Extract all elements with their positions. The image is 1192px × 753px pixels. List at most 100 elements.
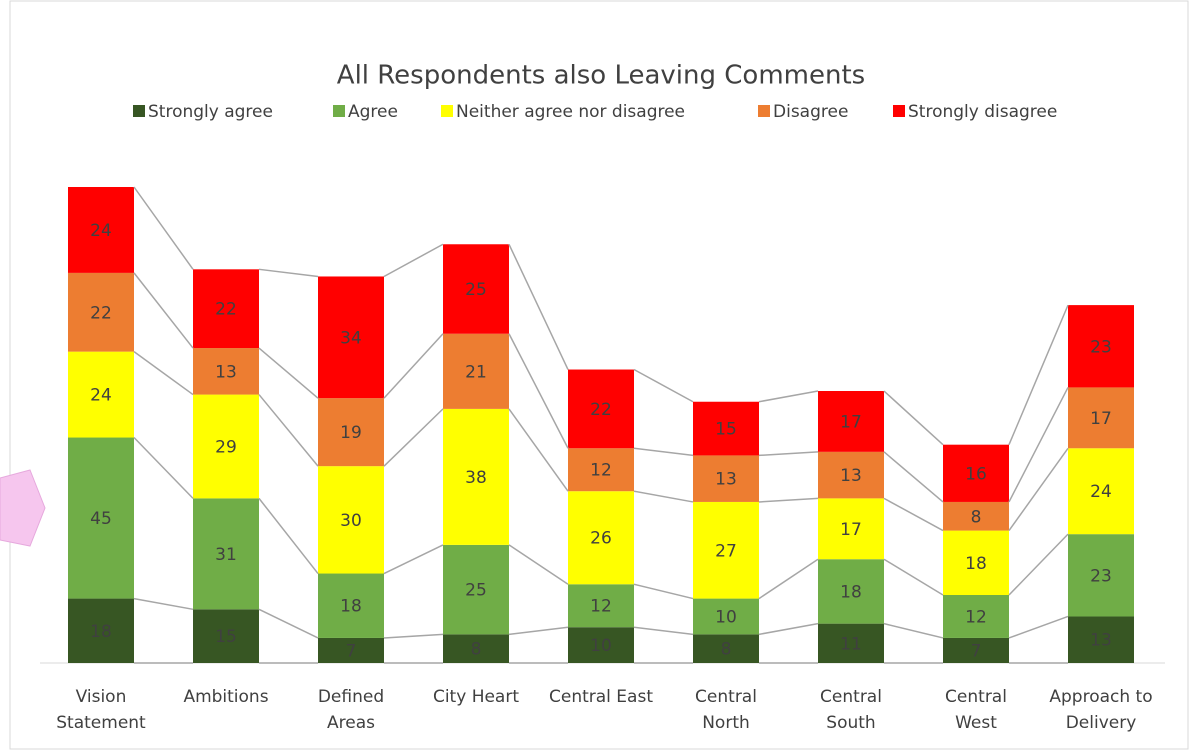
bar-segment <box>1068 616 1134 663</box>
series-line <box>633 447 694 457</box>
bar-segment <box>68 351 134 438</box>
series-line <box>883 622 944 639</box>
bar-segment <box>318 466 384 574</box>
data-label: 13 <box>715 470 737 490</box>
bar-segment <box>443 634 509 663</box>
data-label: 22 <box>90 303 112 323</box>
bar-segment <box>693 501 759 599</box>
bar-segment <box>943 501 1009 531</box>
bar-segment <box>568 627 634 663</box>
bar-segment <box>318 573 384 638</box>
data-label: 17 <box>1090 409 1112 429</box>
bar-segment <box>443 408 509 545</box>
data-label: 24 <box>1090 482 1112 502</box>
bar-segment <box>1068 387 1134 449</box>
x-tick-label: City Heart <box>432 687 520 707</box>
series-line <box>258 268 319 278</box>
series-line <box>133 272 194 349</box>
bar-segment <box>193 609 259 663</box>
legend-label: Disagree <box>773 102 848 122</box>
series-line <box>633 626 694 636</box>
data-label: 7 <box>971 641 982 661</box>
data-label: 13 <box>840 466 862 486</box>
series-line <box>758 390 819 403</box>
data-label: 30 <box>340 511 362 531</box>
series-line <box>383 408 444 467</box>
bar-segment <box>318 398 384 467</box>
data-label: 12 <box>965 607 987 627</box>
x-tick-label: Central North <box>695 687 757 733</box>
data-label: 25 <box>465 280 487 300</box>
data-label: 8 <box>971 507 982 527</box>
data-label: 17 <box>840 520 862 540</box>
series-line <box>258 608 319 639</box>
data-label: 45 <box>90 509 112 529</box>
legend-swatch <box>441 105 453 117</box>
bar-segment <box>193 498 259 610</box>
series-line <box>133 437 194 499</box>
legend-label: Neither agree nor disagree <box>456 102 685 122</box>
series-line <box>133 351 194 396</box>
series-line <box>258 347 319 399</box>
series-line <box>508 243 569 370</box>
series-line <box>883 390 944 446</box>
series-line <box>1008 304 1069 445</box>
data-label: 16 <box>965 464 987 484</box>
data-label: 7 <box>346 641 357 661</box>
data-label: 25 <box>465 581 487 601</box>
series-line <box>758 497 819 503</box>
series-line <box>883 558 944 596</box>
data-label: 13 <box>215 362 237 382</box>
legend-swatch <box>333 105 345 117</box>
data-label: 18 <box>965 554 987 574</box>
arrow-shape <box>0 469 46 547</box>
bar-segment <box>443 244 509 334</box>
series-line <box>883 497 944 532</box>
data-label: 22 <box>590 400 612 420</box>
bar-segment <box>693 401 759 456</box>
series-line <box>508 544 569 585</box>
bar-segment <box>693 455 759 502</box>
legend-label: Strongly disagree <box>908 102 1057 122</box>
data-label: 18 <box>90 622 112 642</box>
data-label: 26 <box>590 529 612 549</box>
series-line <box>758 622 819 636</box>
series-line <box>758 451 819 457</box>
data-label: 29 <box>215 437 237 457</box>
data-label: 22 <box>215 300 237 320</box>
data-label: 27 <box>715 541 737 561</box>
bar-segment <box>1068 534 1134 617</box>
bar-segment <box>1068 448 1134 535</box>
bar-segment <box>68 437 134 599</box>
data-label: 13 <box>1090 631 1112 651</box>
bar-segment <box>568 448 634 492</box>
data-label: 17 <box>840 412 862 432</box>
bar-segment <box>568 369 634 449</box>
bar-segment <box>568 491 634 585</box>
data-label: 21 <box>465 362 487 382</box>
series-line <box>633 490 694 503</box>
data-label: 19 <box>340 423 362 443</box>
data-label: 18 <box>340 597 362 617</box>
data-label: 38 <box>465 468 487 488</box>
bar-segment <box>318 637 384 663</box>
series-line <box>383 243 444 278</box>
series-line <box>508 408 569 492</box>
bar-segment <box>443 333 509 409</box>
x-tick-label: Approach to Delivery <box>1049 687 1153 733</box>
data-label: 24 <box>90 221 112 241</box>
data-label: 8 <box>471 640 482 660</box>
data-label: 15 <box>715 420 737 440</box>
series-line <box>258 394 319 467</box>
x-tick-label: Central East <box>549 687 653 707</box>
legend-label: Strongly agree <box>148 102 273 122</box>
legend-label: Agree <box>348 102 398 122</box>
data-label: 8 <box>721 640 732 660</box>
data-label: 23 <box>1090 566 1112 586</box>
data-label: 10 <box>590 636 612 656</box>
bar-segment <box>193 394 259 499</box>
bar-segment <box>818 391 884 452</box>
data-label: 15 <box>215 627 237 647</box>
bar-segment <box>818 451 884 499</box>
